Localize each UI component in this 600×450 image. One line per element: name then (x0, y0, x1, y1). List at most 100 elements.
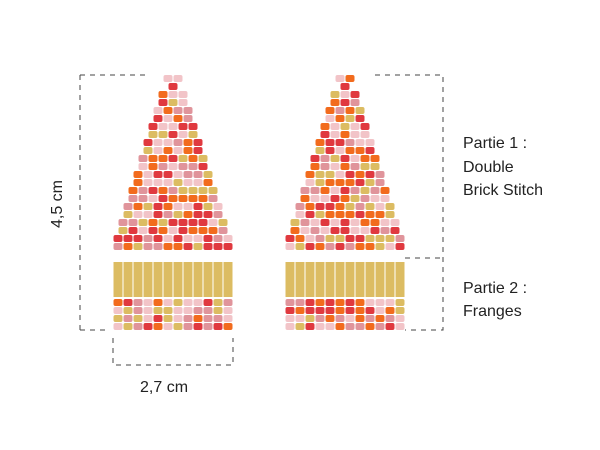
bead (340, 187, 350, 194)
fringe-bugle (113, 262, 123, 297)
bead (335, 211, 345, 218)
fringe-bugle (153, 262, 163, 297)
bead (295, 307, 305, 314)
bead (193, 203, 203, 210)
bead (310, 219, 320, 226)
bead (345, 299, 355, 306)
bead (138, 195, 148, 202)
bead (173, 179, 183, 186)
bead (335, 179, 345, 186)
bead (198, 195, 208, 202)
bead (310, 163, 320, 170)
bead (375, 179, 385, 186)
bead (390, 219, 400, 226)
bead (143, 235, 153, 242)
bead (305, 171, 315, 178)
bead (305, 307, 315, 314)
bead (325, 211, 335, 218)
bead (340, 219, 350, 226)
bead (300, 187, 310, 194)
bead (143, 171, 153, 178)
bead (188, 195, 198, 202)
bead (133, 307, 143, 314)
bead (158, 195, 168, 202)
bead (325, 243, 335, 250)
bead (370, 163, 380, 170)
bead (203, 235, 213, 242)
bead (330, 91, 340, 98)
bead (360, 227, 370, 234)
bead (360, 163, 370, 170)
part2-line1: Franges (463, 303, 522, 320)
bead (123, 243, 133, 250)
bead (148, 219, 158, 226)
bead (365, 299, 375, 306)
bead (193, 235, 203, 242)
bead (163, 171, 173, 178)
earring-left (113, 75, 233, 330)
bead (315, 307, 325, 314)
bead (295, 203, 305, 210)
bead (153, 315, 163, 322)
bead (375, 235, 385, 242)
bead (168, 155, 178, 162)
bead (183, 323, 193, 330)
bead (380, 219, 390, 226)
fringe-bugle (223, 262, 233, 297)
bead (385, 211, 395, 218)
bead (310, 155, 320, 162)
bead (128, 219, 138, 226)
bead (315, 235, 325, 242)
bead (198, 187, 208, 194)
bead (315, 299, 325, 306)
bead (143, 179, 153, 186)
bead (188, 163, 198, 170)
bead (335, 115, 345, 122)
part-brackets (375, 74, 444, 331)
bead (213, 235, 223, 242)
bead (350, 155, 360, 162)
bead (365, 147, 375, 154)
bead (173, 171, 183, 178)
bead (285, 299, 295, 306)
bead (295, 235, 305, 242)
bead (203, 179, 213, 186)
bead (355, 299, 365, 306)
bead (173, 243, 183, 250)
bead (168, 195, 178, 202)
bead (385, 203, 395, 210)
bead (285, 235, 295, 242)
bead (345, 171, 355, 178)
bead (213, 307, 223, 314)
bead (113, 299, 123, 306)
bead (325, 323, 335, 330)
bead (305, 299, 315, 306)
bead (360, 187, 370, 194)
bead (123, 211, 133, 218)
bead (330, 187, 340, 194)
bead (223, 235, 233, 242)
bead (345, 203, 355, 210)
width-bracket (112, 338, 234, 366)
bead (133, 243, 143, 250)
bead (138, 219, 148, 226)
fringe-bugle (173, 262, 183, 297)
bead (335, 323, 345, 330)
bead (143, 243, 153, 250)
fringe-bugle (305, 262, 315, 297)
bead (285, 323, 295, 330)
bead (395, 243, 405, 250)
bead (193, 179, 203, 186)
bead (365, 211, 375, 218)
bead (385, 315, 395, 322)
bead (153, 243, 163, 250)
bead (355, 171, 365, 178)
bead (183, 203, 193, 210)
bead (193, 307, 203, 314)
bead (350, 123, 360, 130)
bead (143, 315, 153, 322)
fringe-bugle (143, 262, 153, 297)
bead (335, 75, 345, 82)
bead (178, 123, 188, 130)
bead (335, 299, 345, 306)
